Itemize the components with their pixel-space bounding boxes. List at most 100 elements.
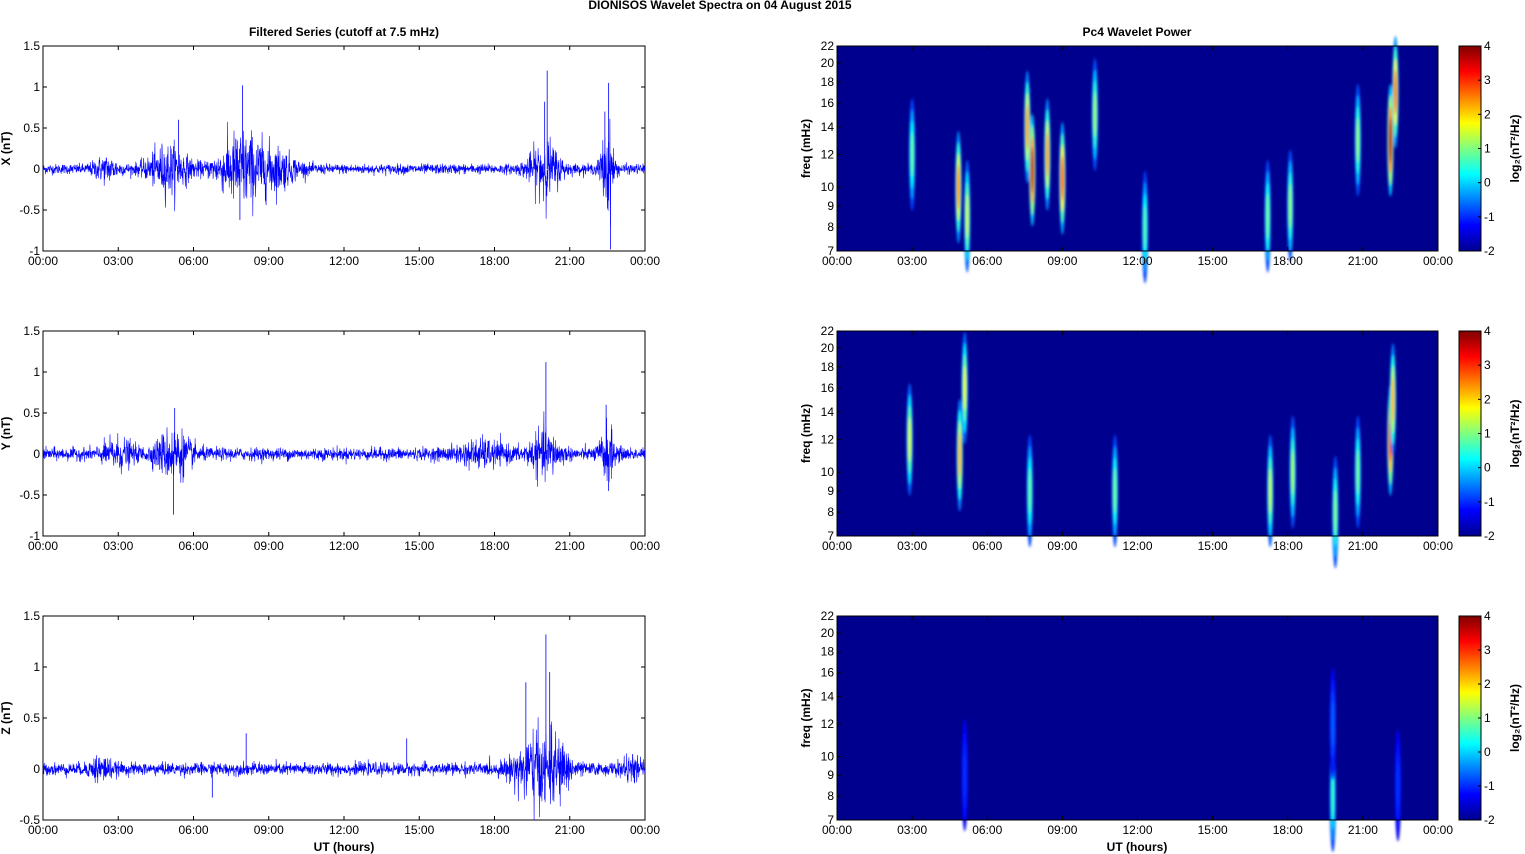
spectrum-x-power-feature [1389, 117, 1392, 163]
spectrum-y-xtick-label: 09:00 [1047, 539, 1077, 553]
spectrum-x-xtick-label: 00:00 [1423, 254, 1453, 268]
spectrum-z-ytick-label: 18 [821, 645, 835, 659]
series-z-xtick-label: 12:00 [329, 823, 359, 837]
series-x-xtick-label: 03:00 [103, 254, 133, 268]
spectrum-y-power-feature [1391, 377, 1395, 423]
spectrum-y-plot-area [837, 331, 1438, 536]
spectrum-y-power-features [906, 331, 1397, 569]
series-y-xtick-label: 21:00 [555, 539, 585, 553]
series-z-xtick-label: 21:00 [555, 823, 585, 837]
series-y-ytick-label: -0.5 [19, 488, 40, 502]
spectrum-x-colorbar-tick-label: 0 [1484, 176, 1491, 190]
spectrum-z-colorbar-tick-label: 3 [1484, 643, 1491, 657]
series-z-ytick-label: 1.5 [23, 609, 40, 623]
spectrum-y-power-feature [963, 365, 967, 411]
spectrum-z-xtick-label: 09:00 [1047, 823, 1077, 837]
right-column-title: Pc4 Wavelet Power [1083, 25, 1192, 39]
spectrum-x-power-feature [1394, 69, 1397, 115]
series-z-xtick-label: 18:00 [479, 823, 509, 837]
spectrum-y-colorbar-tick-label: 4 [1484, 324, 1491, 338]
spectrum-z-xtick-label: 00:00 [1423, 823, 1453, 837]
spectrum-y-ylabel: freq (mHz) [799, 404, 813, 463]
spectrum-y-xtick-label: 21:00 [1348, 539, 1378, 553]
spectrum-z-ytick-label: 10 [821, 749, 835, 763]
series-x-ytick-label: 0 [33, 162, 40, 176]
series-y-xtick-label: 15:00 [404, 539, 434, 553]
spectrum-z-ytick-label: 22 [821, 609, 835, 623]
spectrum-y-ytick-label: 14 [821, 405, 835, 419]
spectrum-y-xtick-label: 00:00 [1423, 539, 1453, 553]
spectrum-z-colorbar-tick-label: 0 [1484, 745, 1491, 759]
spectrum-z-colorbar [1458, 615, 1482, 821]
spectrum-x-colorbar-tick-label: 4 [1484, 39, 1491, 53]
panels: -1 -0.5 0 0.5 1 1.5 00:00 03:00 06:00 09:00 12:00 1… [0, 35, 1522, 853]
spectrum-z-ytick-label: 8 [827, 789, 834, 803]
series-y-ylabel: Y (nT) [0, 417, 13, 451]
spectrum-y-ytick-label: 22 [821, 324, 835, 338]
series-y-xtick-label: 03:00 [103, 539, 133, 553]
spectrum-z-power-feature [1331, 701, 1335, 747]
series-y-ytick-label: -1 [29, 529, 40, 543]
spectrum-y-xtick-label: 12:00 [1122, 539, 1152, 553]
spectrum-y-xtick-label: 15:00 [1198, 539, 1228, 553]
spectrum-y-colorbar-tick-label: -1 [1484, 495, 1495, 509]
series-z-ylabel: Z (nT) [0, 701, 13, 734]
series-y-xtick-label: 12:00 [329, 539, 359, 553]
series-y-xtick-label: 18:00 [479, 539, 509, 553]
spectrum-z-plot-area [837, 616, 1438, 820]
series-x-xtick-label: 09:00 [254, 254, 284, 268]
series-x-xtick-label: 00:00 [28, 254, 58, 268]
spectrum-y-ytick-label: 9 [827, 484, 834, 498]
spectrum-y-power-feature [1113, 468, 1117, 514]
spectrum-y-power-feature [1333, 489, 1337, 535]
series-z-ytick-label: 0.5 [23, 711, 40, 725]
right-xlabel: UT (hours) [1107, 840, 1168, 854]
series-y-ytick-label: 0.5 [23, 406, 40, 420]
spectrum-y-colorbar [1458, 330, 1482, 537]
spectrum-x-plot-area [837, 46, 1438, 251]
spectrum-x-power-feature [1030, 147, 1034, 193]
series-z-ytick-label: -0.5 [19, 813, 40, 827]
series-y-xtick-label: 09:00 [254, 539, 284, 553]
spectrum-z-xtick-label: 06:00 [972, 823, 1002, 837]
spectrum-z-power-feature [1331, 773, 1335, 819]
spectrum-y-power-feature [908, 416, 912, 463]
spectrum-y-colorbar-label: log₂(nT²/Hz) [1508, 400, 1522, 468]
series-x-xtick-label: 21:00 [555, 254, 585, 268]
series-x-ylabel: X (nT) [0, 132, 13, 166]
series-z-xtick-label: 03:00 [103, 823, 133, 837]
spectrum-y-ytick-label: 8 [827, 505, 834, 519]
series-x-ytick-label: -1 [29, 244, 40, 258]
series-x-xtick-label: 00:00 [630, 254, 660, 268]
spectrum-z-power-features [961, 667, 1402, 853]
spectrum-x-ytick-label: 12 [821, 148, 835, 162]
spectrum-x-xtick-label: 21:00 [1348, 254, 1378, 268]
series-y-xtick-label: 00:00 [630, 539, 660, 553]
spectrum-x-ytick-label: 22 [821, 39, 835, 53]
spectrum-x-xtick-label: 18:00 [1273, 254, 1303, 268]
spectrum-y-ytick-label: 10 [821, 465, 835, 479]
spectrum-x-colorbar-tick-label: -1 [1484, 210, 1495, 224]
series-x-ytick-label: 1.5 [23, 39, 40, 53]
spectrum-z-colorbar-tick-label: 1 [1484, 711, 1491, 725]
spectrum-x-ytick-label: 20 [821, 56, 835, 70]
spectrum-x-colorbar-tick-label: 2 [1484, 107, 1491, 121]
spectrum-y-colorbar-tick-label: 2 [1484, 392, 1491, 406]
spectrum-y-ytick-label: 7 [827, 529, 834, 543]
spectrum-x-xtick-label: 12:00 [1122, 254, 1152, 268]
spectrum-x-power-feature [1288, 183, 1292, 229]
spectrum-z-xtick-label: 12:00 [1122, 823, 1152, 837]
series-z-xtick-label: 09:00 [254, 823, 284, 837]
spectrum-x-power-feature [965, 193, 969, 239]
spectrum-x-ytick-label: 9 [827, 199, 834, 213]
spectrum-y-ytick-label: 12 [821, 433, 835, 447]
spectrum-z-ytick-label: 9 [827, 768, 834, 782]
series-y-trace [42, 411, 646, 487]
spectrum-y-xtick-label: 00:00 [822, 539, 852, 553]
spectrum-x-power-feature [1025, 104, 1029, 150]
spectrum-y-power-feature [1028, 468, 1032, 514]
series-x-ytick-label: -0.5 [19, 203, 40, 217]
series-z-xtick-label: 15:00 [404, 823, 434, 837]
spectrum-x-ytick-label: 8 [827, 220, 834, 234]
spectrum-y-power-feature [958, 432, 962, 478]
